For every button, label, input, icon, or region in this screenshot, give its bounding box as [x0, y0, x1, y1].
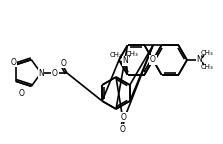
Text: CH₃: CH₃ — [201, 64, 213, 70]
Text: O: O — [150, 55, 156, 65]
Text: O: O — [10, 58, 17, 67]
Text: O: O — [52, 69, 58, 77]
Text: O: O — [121, 112, 127, 122]
Text: O: O — [61, 58, 67, 68]
Text: N: N — [196, 55, 202, 65]
Text: CH₃: CH₃ — [125, 51, 138, 57]
Text: CH₃: CH₃ — [109, 52, 122, 58]
Text: CH₃: CH₃ — [201, 50, 213, 56]
Text: O: O — [120, 125, 126, 133]
Text: N: N — [38, 69, 44, 77]
Text: O: O — [19, 89, 25, 98]
Text: N: N — [123, 56, 128, 65]
